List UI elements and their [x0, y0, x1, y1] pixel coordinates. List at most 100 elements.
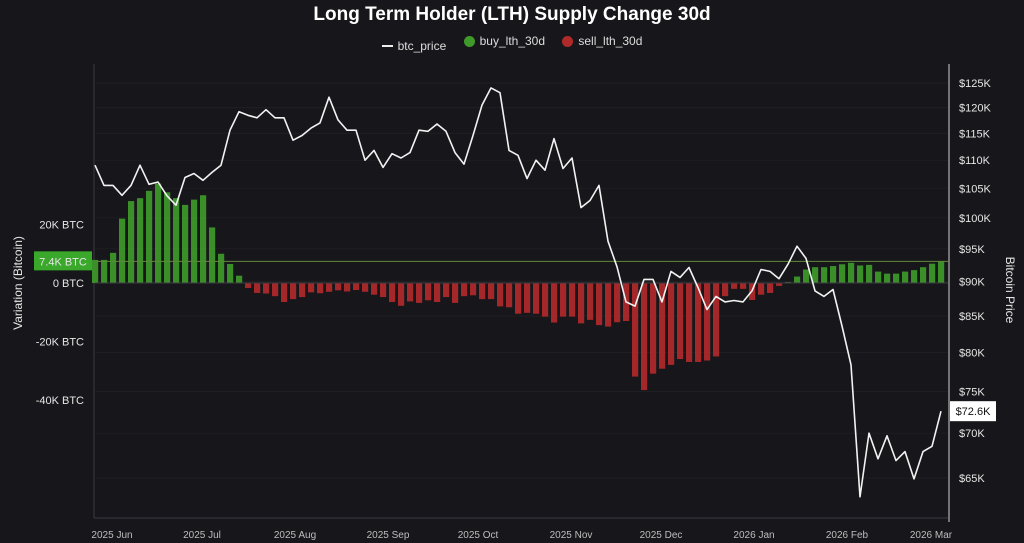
sell-bar [776, 283, 783, 286]
x-tick-label: 2026 Feb [826, 530, 869, 541]
sell-bar [398, 283, 405, 306]
chart-title: Long Term Holder (LTH) Supply Change 30d [313, 4, 711, 25]
buy-bar [209, 227, 216, 283]
sell-bar [362, 283, 369, 292]
x-tick-label: 2025 Aug [274, 530, 316, 541]
sell-bar [272, 283, 279, 297]
buy-bar [902, 271, 909, 283]
btc-price-line [94, 87, 942, 498]
buy-bar [866, 264, 873, 283]
right-tick-label: $110K [959, 155, 991, 167]
sell-bar [299, 283, 306, 298]
x-tick-label: 2025 Oct [458, 530, 499, 541]
buy-bar [191, 199, 198, 283]
right-axis-title: Bitcoin Price [1003, 257, 1017, 324]
sell-bar [641, 283, 648, 391]
sell-bar [560, 283, 567, 317]
sell-bar [389, 283, 396, 303]
sell-bar [407, 283, 414, 302]
right-tick-label: $95K [959, 244, 985, 256]
sell-bar [416, 283, 423, 303]
sell-bar [470, 283, 477, 296]
sell-bar [497, 283, 504, 307]
buy-bar [812, 267, 819, 283]
legend: btc_price buy_lth_30d sell_lth_30d [0, 34, 1024, 53]
buy-bar [875, 271, 882, 283]
sell-bar [425, 283, 432, 301]
sell-bar [380, 283, 387, 298]
left-tick-label: -40K BTC [36, 395, 84, 407]
sell-bar [506, 283, 513, 308]
sell-bar [443, 283, 450, 298]
buy-bar [182, 204, 189, 283]
buy-bar [794, 276, 801, 283]
buy-bar [101, 259, 108, 283]
last-price-box [950, 401, 996, 422]
legend-item-btc-price[interactable]: btc_price [381, 39, 446, 53]
sell-bar [677, 283, 684, 360]
sell-bar [290, 283, 297, 300]
sell-bar [524, 283, 531, 313]
sell-bar [632, 283, 639, 377]
buy-bar [830, 266, 837, 283]
sell-bar [740, 283, 747, 289]
right-tick-label: $85K [959, 311, 985, 323]
x-tick-label: 2025 Jul [183, 530, 221, 541]
sell-bar [542, 283, 549, 317]
sell-bar [758, 283, 765, 295]
buy-bar [884, 273, 891, 283]
sell-bar [245, 283, 252, 288]
sell-bar [695, 283, 702, 362]
legend-label: sell_lth_30d [578, 34, 643, 48]
buy-bar [821, 267, 828, 283]
sell-bar [263, 283, 270, 294]
green-dot-icon [463, 35, 475, 47]
sell-bar [551, 283, 558, 323]
sell-bar [704, 283, 711, 361]
left-tick-label: 20K BTC [39, 220, 84, 232]
sell-bar [371, 283, 378, 295]
sell-bar [479, 283, 486, 300]
legend-label: buy_lth_30d [479, 34, 546, 48]
sell-bar [281, 283, 288, 303]
reference-label: 7.4K BTC [39, 256, 87, 268]
buy-bar [218, 253, 225, 283]
sell-bar [587, 283, 594, 320]
sell-bar [353, 283, 360, 291]
sell-bar [614, 283, 621, 323]
buy-bar [173, 198, 180, 283]
sell-bar [668, 283, 675, 365]
x-tick-label: 2025 Nov [550, 530, 593, 541]
sell-bar [713, 283, 720, 357]
right-tick-label: $105K [959, 183, 991, 195]
buy-bar [146, 190, 153, 283]
buy-bar [110, 252, 117, 283]
buy-bar [848, 262, 855, 283]
buy-bar [128, 201, 135, 283]
sell-bar [659, 283, 666, 369]
sell-bar [533, 283, 540, 314]
sell-bar [686, 283, 693, 362]
buy-bar [929, 263, 936, 283]
buy-bar [119, 218, 126, 283]
sell-bar [578, 283, 585, 324]
buy-bar [911, 270, 918, 283]
buy-bar [893, 273, 900, 283]
sell-bar [569, 283, 576, 317]
reference-label-box [34, 251, 92, 271]
buy-bar [200, 195, 207, 283]
sell-bar [452, 283, 459, 303]
buy-bar [227, 263, 234, 283]
sell-bar [596, 283, 603, 326]
legend-item-buy[interactable]: buy_lth_30d [463, 34, 546, 48]
line-swatch-icon [381, 44, 393, 47]
buy-bar [857, 265, 864, 283]
buy-bar [236, 275, 243, 283]
sell-bar [650, 283, 657, 374]
buy-bar [155, 183, 162, 283]
left-tick-label: -20K BTC [36, 337, 84, 349]
red-dot-icon [562, 35, 574, 47]
sell-bar [731, 283, 738, 289]
sell-bar [335, 283, 342, 291]
legend-item-sell[interactable]: sell_lth_30d [562, 34, 642, 48]
